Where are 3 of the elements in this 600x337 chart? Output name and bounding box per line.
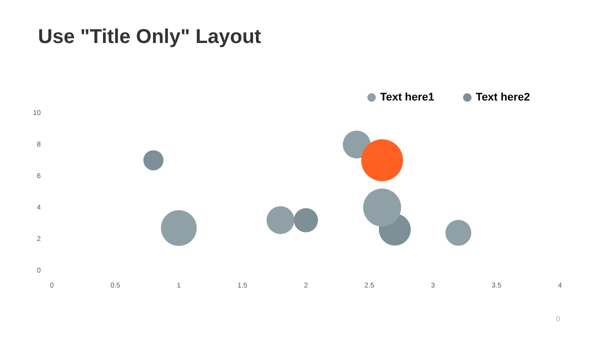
legend-label: Text here2 <box>476 92 530 104</box>
chart-title: Use "Title Only" Layout <box>38 26 262 49</box>
legend-label: Text here1 <box>380 92 434 104</box>
